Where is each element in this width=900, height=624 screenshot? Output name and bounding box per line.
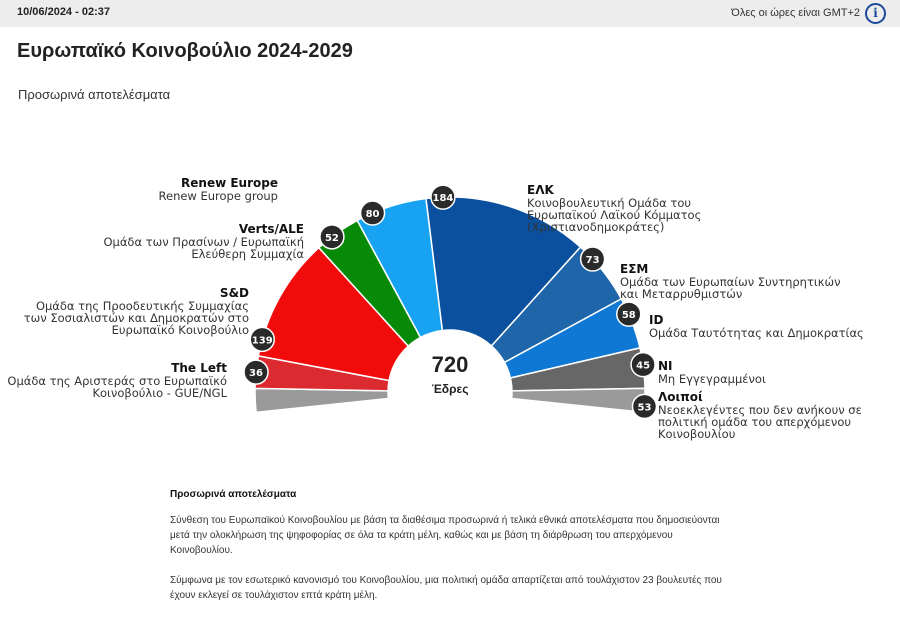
total-seats: 720 xyxy=(432,352,469,377)
svg-text:58: 58 xyxy=(622,310,636,321)
label-ni: NI Μη Εγγεγραμμένοι xyxy=(658,359,766,386)
svg-text:73: 73 xyxy=(586,255,600,266)
label-left: The Left Ομάδα της Αριστεράς στο Ευρωπαϊκ… xyxy=(7,361,227,400)
seat-count-badge: 58 xyxy=(616,301,642,327)
segment-λοιπο-[interactable] xyxy=(510,387,646,414)
svg-text:52: 52 xyxy=(325,233,339,244)
footer-paragraph-1: Σύνθεση του Ευρωπαϊκού Κοινοβουλίου με β… xyxy=(170,515,720,556)
seat-count-badge: 139 xyxy=(249,326,275,353)
total-seats-label: Έδρες xyxy=(432,382,469,396)
footer-heading: Προσωρινά αποτελέσματα xyxy=(170,489,297,500)
label-id: ID Ομάδα Ταυτότητας και Δημοκρατίας xyxy=(649,313,864,340)
label-ecr: ΕΣΜ Ομάδα των Ευρωπαίων Συντηρητικών και … xyxy=(620,262,841,301)
label-epp: ΕΛΚ Κοινοβουλευτική Ομάδα του Ευρωπαϊκού … xyxy=(527,183,702,234)
label-renew: Renew Europe Renew Europe group xyxy=(158,176,278,203)
svg-text:184: 184 xyxy=(433,193,454,204)
footer-paragraph-2: Σύμφωνα με τον εσωτερικό κανονισμό του Κ… xyxy=(170,575,722,601)
seat-count-badge: 80 xyxy=(359,200,386,226)
svg-text:53: 53 xyxy=(638,402,652,413)
segment-λοιπο-[interactable] xyxy=(254,387,390,414)
label-sd: S&D Ομάδα της Προοδευτικής Συμμαχίας των … xyxy=(23,286,249,337)
seat-count-badge: 73 xyxy=(579,246,606,272)
segment-ελκ[interactable] xyxy=(425,196,582,347)
top-bar: 10/06/2024 - 02:37 Όλες οι ώρες είναι GM… xyxy=(0,0,900,27)
label-greens: Verts/ALE Ομάδα των Πρασίνων / Ευρωπαϊκή … xyxy=(103,222,304,261)
seat-count-badge: 53 xyxy=(631,393,658,420)
page-subtitle: Προσωρινά αποτελέσματα xyxy=(18,87,171,102)
seat-count-badge: 36 xyxy=(243,359,269,385)
svg-text:80: 80 xyxy=(366,209,380,220)
seat-count-badge: 184 xyxy=(430,184,456,210)
info-icon[interactable]: i xyxy=(865,3,886,24)
svg-text:45: 45 xyxy=(636,361,650,372)
timestamp: 10/06/2024 - 02:37 xyxy=(17,6,110,18)
page-title: Ευρωπαϊκό Κοινοβούλιο 2024-2029 xyxy=(17,40,353,62)
seat-count-badge: 52 xyxy=(319,224,345,250)
svg-text:36: 36 xyxy=(249,368,263,379)
hemicycle-chart: 36 139 52 80 184 73 58 45 53 720 Έδρες xyxy=(243,184,658,420)
seat-count-badge: 45 xyxy=(630,351,656,378)
svg-text:139: 139 xyxy=(252,335,273,346)
label-others: Λοιποί Νεοεκλεγέντες που δεν ανήκουν σε π… xyxy=(658,390,862,441)
timezone-note: Όλες οι ώρες είναι GMT+2 xyxy=(731,7,860,19)
